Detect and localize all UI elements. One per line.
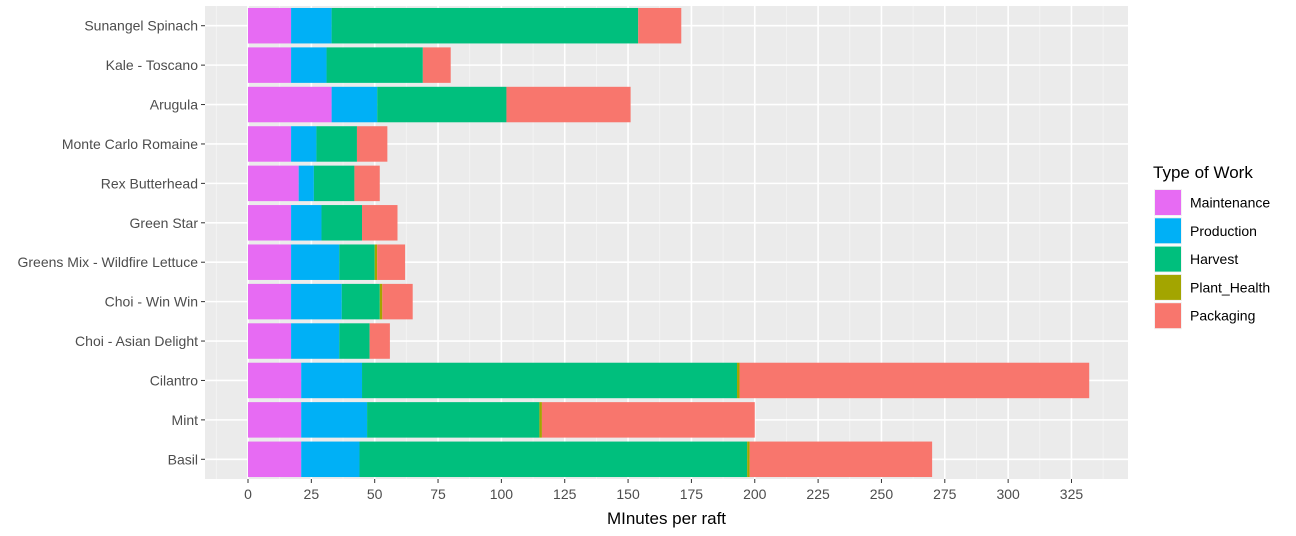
bar-segment-plant-health bbox=[374, 244, 378, 280]
bar-segment-harvest bbox=[326, 47, 423, 83]
bar-segment-harvest bbox=[313, 165, 355, 202]
y-tick-label: Basil bbox=[168, 451, 198, 467]
bar-segment-maintenance bbox=[248, 323, 292, 359]
bar-segment-production bbox=[301, 362, 363, 399]
bar-segment-maintenance bbox=[248, 362, 302, 399]
bar-segment-production bbox=[291, 126, 317, 162]
bar-segment-packaging bbox=[506, 86, 631, 123]
bar-segment-plant-health bbox=[379, 283, 383, 320]
legend-key bbox=[1155, 303, 1181, 329]
bar-segment-maintenance bbox=[248, 7, 292, 44]
y-tick-label: Green Star bbox=[130, 215, 199, 231]
bar-segment-harvest bbox=[331, 7, 639, 44]
bar-segment-packaging bbox=[369, 323, 390, 359]
legend-label: Harvest bbox=[1190, 251, 1238, 267]
x-tick-label: 300 bbox=[996, 486, 1020, 502]
bar-segment-production bbox=[291, 7, 332, 44]
bar-segment-packaging bbox=[638, 7, 682, 44]
y-tick-label: Arugula bbox=[150, 97, 198, 113]
x-tick-label: 50 bbox=[367, 486, 383, 502]
bar-segment-packaging bbox=[382, 283, 413, 320]
legend-key bbox=[1155, 218, 1181, 244]
bar-segment-harvest bbox=[341, 283, 380, 320]
legend-key bbox=[1155, 246, 1181, 272]
x-tick-label: 125 bbox=[553, 486, 577, 502]
bar-segment-production bbox=[301, 441, 360, 478]
grid-minor bbox=[215, 6, 1104, 479]
x-tick-label: 75 bbox=[430, 486, 446, 502]
bars bbox=[248, 7, 1090, 478]
bar-segment-maintenance bbox=[248, 165, 299, 202]
bar-segment-maintenance bbox=[248, 402, 302, 438]
x-tick-label: 200 bbox=[743, 486, 767, 502]
x-tick-label: 275 bbox=[933, 486, 957, 502]
bar-segment-plant-health bbox=[539, 402, 542, 438]
x-tick-label: 250 bbox=[870, 486, 894, 502]
plot-panel bbox=[205, 6, 1128, 479]
bar-segment-packaging bbox=[354, 165, 380, 202]
bar-segment-maintenance bbox=[248, 205, 292, 241]
y-tick-label: Kale - Toscano bbox=[106, 57, 199, 73]
bar-segment-packaging bbox=[749, 441, 933, 478]
bar-segment-maintenance bbox=[248, 441, 302, 478]
y-tick-label: Greens Mix - Wildfire Lettuce bbox=[18, 254, 199, 270]
y-tick-label: Rex Butterhead bbox=[101, 175, 198, 191]
bar-segment-production bbox=[301, 402, 368, 438]
grid-major bbox=[205, 6, 1128, 479]
x-tick-label: 150 bbox=[616, 486, 640, 502]
bar-segment-plant-health bbox=[747, 441, 750, 478]
bar-segment-production bbox=[291, 244, 340, 280]
bar-segment-maintenance bbox=[248, 244, 292, 280]
y-tick-label: Sunangel Spinach bbox=[84, 18, 198, 34]
bar-segment-harvest bbox=[339, 323, 370, 359]
legend-key bbox=[1155, 274, 1181, 300]
bar-segment-harvest bbox=[362, 362, 738, 399]
y-tick-label: Mint bbox=[172, 412, 199, 428]
legend-label: Plant_Health bbox=[1190, 279, 1270, 295]
x-tick-label: 0 bbox=[244, 486, 252, 502]
legend-label: Packaging bbox=[1190, 308, 1255, 324]
x-axis-title: MInutes per raft bbox=[607, 509, 726, 528]
bar-segment-harvest bbox=[316, 126, 357, 162]
bar-segment-harvest bbox=[359, 441, 748, 478]
bar-segment-maintenance bbox=[248, 47, 292, 83]
y-axis: Sunangel Spinach Kale - Toscano Arugula Mon… bbox=[18, 18, 205, 467]
bar-segment-packaging bbox=[541, 402, 755, 438]
bar-segment-harvest bbox=[367, 402, 540, 438]
bar-segment-production bbox=[331, 86, 378, 123]
y-tick-label: Choi - Win Win bbox=[105, 294, 198, 310]
y-tick-label: Cilantro bbox=[150, 372, 198, 388]
bar-segment-packaging bbox=[377, 244, 406, 280]
bar-segment-harvest bbox=[339, 244, 375, 280]
bar-segment-production bbox=[291, 283, 342, 320]
bar-segment-harvest bbox=[321, 205, 363, 241]
x-tick-label: 100 bbox=[490, 486, 514, 502]
x-axis: 0 25 50 75 100 125 150 175 200 225 250 275 300 325 bbox=[244, 479, 1083, 502]
legend-key bbox=[1155, 190, 1181, 215]
bar-segment-maintenance bbox=[248, 86, 332, 123]
bar-segment-maintenance bbox=[248, 283, 292, 320]
bar-segment-production bbox=[291, 47, 327, 83]
bar-segment-production bbox=[291, 323, 340, 359]
legend-label: Production bbox=[1190, 223, 1257, 239]
x-tick-label: 175 bbox=[680, 486, 704, 502]
bar-segment-packaging bbox=[356, 126, 388, 162]
bar-segment-harvest bbox=[377, 86, 507, 123]
bar-segment-production bbox=[298, 165, 314, 202]
x-tick-label: 25 bbox=[304, 486, 320, 502]
bar-segment-plant-health bbox=[737, 362, 740, 399]
y-tick-label: Choi - Asian Delight bbox=[75, 333, 198, 349]
x-tick-label: 325 bbox=[1060, 486, 1084, 502]
y-tick-label: Monte Carlo Romaine bbox=[62, 136, 198, 152]
bar-segment-maintenance bbox=[248, 126, 292, 162]
legend: Type of Work Maintenance Production Harves… bbox=[1153, 163, 1270, 330]
bar-segment-packaging bbox=[362, 205, 398, 241]
legend-label: Maintenance bbox=[1190, 195, 1270, 211]
bar-segment-packaging bbox=[739, 362, 1090, 399]
legend-title: Type of Work bbox=[1153, 163, 1253, 182]
bar-segment-production bbox=[291, 205, 322, 241]
bar-segment-packaging bbox=[422, 47, 451, 83]
x-tick-label: 225 bbox=[806, 486, 830, 502]
